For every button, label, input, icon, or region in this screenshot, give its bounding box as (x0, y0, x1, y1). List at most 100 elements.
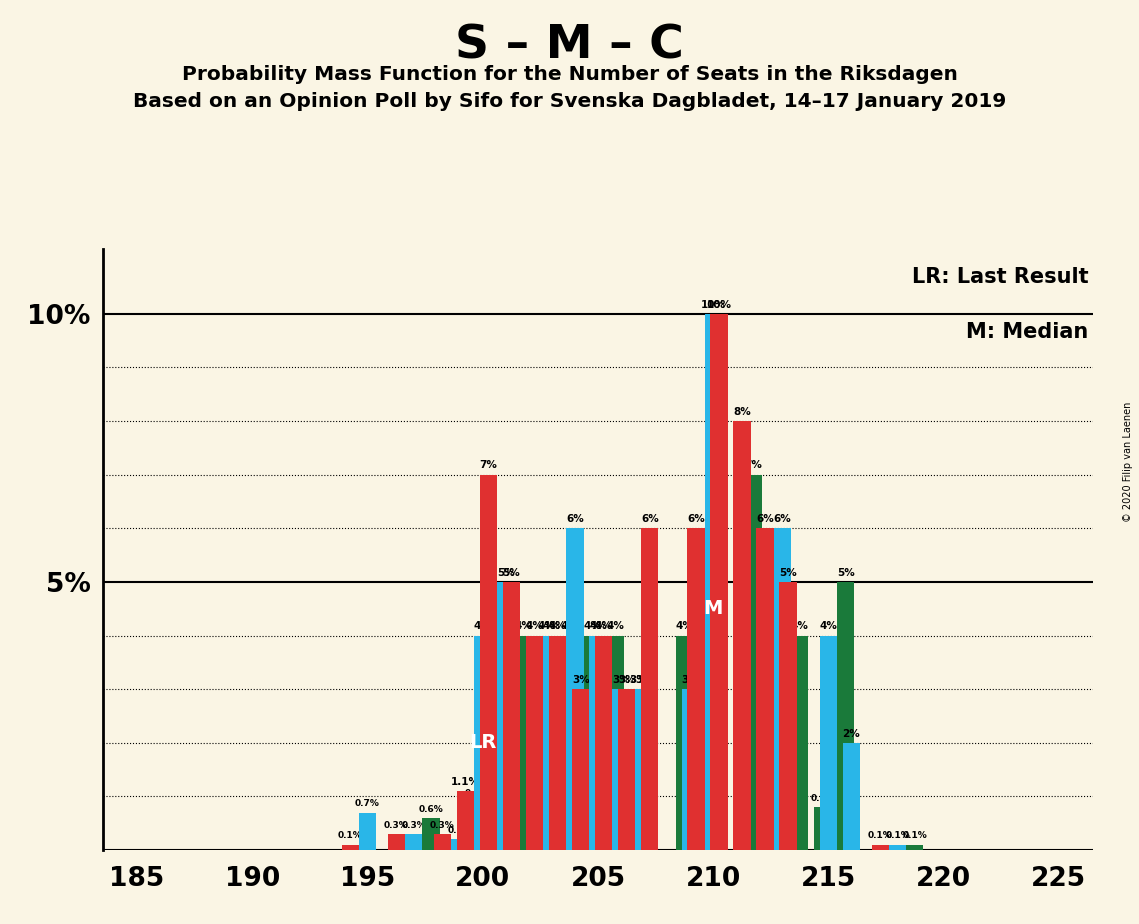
Text: 0.9%: 0.9% (465, 788, 490, 797)
Bar (560, 636, 577, 850)
Text: © 2020 Filip van Laenen: © 2020 Filip van Laenen (1123, 402, 1133, 522)
Text: 10%: 10% (706, 299, 731, 310)
Bar (538, 636, 555, 850)
Text: 6%: 6% (641, 514, 658, 524)
Text: 6%: 6% (756, 514, 773, 524)
Bar (681, 689, 699, 850)
Bar (342, 845, 359, 850)
Bar (497, 582, 515, 850)
Text: 4%: 4% (474, 621, 492, 631)
Bar (549, 636, 566, 850)
Text: 6%: 6% (566, 514, 584, 524)
Text: 3%: 3% (612, 675, 630, 685)
Bar (734, 421, 751, 850)
Bar (773, 529, 790, 850)
Bar (387, 834, 405, 850)
Bar (491, 689, 509, 850)
Text: 4%: 4% (514, 621, 532, 631)
Text: LR: LR (469, 734, 497, 752)
Text: LR: Last Result: LR: Last Result (912, 268, 1089, 287)
Text: 6%: 6% (687, 514, 705, 524)
Text: 4%: 4% (526, 621, 543, 631)
Text: 0.3%: 0.3% (384, 821, 409, 830)
Bar (566, 529, 583, 850)
Bar (405, 834, 423, 850)
Bar (790, 636, 809, 850)
Text: 0.1%: 0.1% (338, 832, 362, 841)
Text: Probability Mass Function for the Number of Seats in the Riksdagen: Probability Mass Function for the Number… (181, 65, 958, 84)
Bar (705, 314, 722, 850)
Bar (837, 582, 854, 850)
Bar (359, 812, 376, 850)
Bar (451, 839, 468, 850)
Bar (526, 636, 543, 850)
Bar (907, 845, 924, 850)
Text: 3%: 3% (491, 675, 509, 685)
Text: 3%: 3% (630, 675, 647, 685)
Bar (871, 845, 888, 850)
Bar (434, 834, 451, 850)
Text: 4%: 4% (595, 621, 613, 631)
Text: 3%: 3% (636, 675, 653, 685)
Bar (457, 791, 474, 850)
Bar (675, 636, 693, 850)
Text: 0.6%: 0.6% (418, 805, 443, 814)
Text: 5%: 5% (502, 567, 521, 578)
Bar (480, 475, 497, 850)
Bar (641, 529, 658, 850)
Text: 4%: 4% (819, 621, 837, 631)
Text: 3%: 3% (681, 675, 699, 685)
Text: 4%: 4% (538, 621, 555, 631)
Bar (515, 636, 532, 850)
Text: 4%: 4% (549, 621, 566, 631)
Bar (468, 802, 485, 850)
Text: 0.2%: 0.2% (448, 826, 472, 835)
Text: 10%: 10% (700, 299, 726, 310)
Bar (474, 636, 491, 850)
Text: 1.1%: 1.1% (451, 777, 480, 787)
Text: 0.1%: 0.1% (868, 832, 893, 841)
Bar (618, 689, 636, 850)
Bar (572, 689, 589, 850)
Text: 5%: 5% (779, 567, 797, 578)
Bar (814, 808, 831, 850)
Text: 5%: 5% (497, 567, 515, 578)
Text: 7%: 7% (480, 460, 498, 470)
Bar (888, 845, 907, 850)
Text: 4%: 4% (675, 621, 694, 631)
Text: 8%: 8% (734, 407, 751, 417)
Text: 4%: 4% (790, 621, 809, 631)
Bar (745, 475, 762, 850)
Bar (595, 636, 613, 850)
Text: 7%: 7% (745, 460, 762, 470)
Text: M: M (704, 600, 723, 618)
Text: 4%: 4% (560, 621, 579, 631)
Bar (607, 636, 624, 850)
Bar (779, 582, 797, 850)
Text: 0.1%: 0.1% (885, 832, 910, 841)
Text: 0.7%: 0.7% (355, 799, 380, 808)
Text: M: Median: M: Median (966, 322, 1089, 342)
Bar (711, 314, 728, 850)
Text: 6%: 6% (773, 514, 792, 524)
Text: 4%: 4% (589, 621, 607, 631)
Text: 0.3%: 0.3% (431, 821, 454, 830)
Text: Based on an Opinion Poll by Sifo for Svenska Dagbladet, 14–17 January 2019: Based on an Opinion Poll by Sifo for Sve… (133, 92, 1006, 112)
Bar (756, 529, 773, 850)
Bar (843, 743, 860, 850)
Text: 3%: 3% (617, 675, 636, 685)
Bar (589, 636, 607, 850)
Text: 0.8%: 0.8% (810, 794, 835, 803)
Text: 0.3%: 0.3% (401, 821, 426, 830)
Text: 3%: 3% (572, 675, 590, 685)
Bar (423, 818, 440, 850)
Bar (630, 689, 647, 850)
Text: 4%: 4% (543, 621, 560, 631)
Text: S – M – C: S – M – C (456, 23, 683, 68)
Bar (543, 636, 560, 850)
Bar (503, 582, 521, 850)
Text: 4%: 4% (606, 621, 624, 631)
Bar (613, 689, 630, 850)
Bar (687, 529, 705, 850)
Bar (583, 636, 601, 850)
